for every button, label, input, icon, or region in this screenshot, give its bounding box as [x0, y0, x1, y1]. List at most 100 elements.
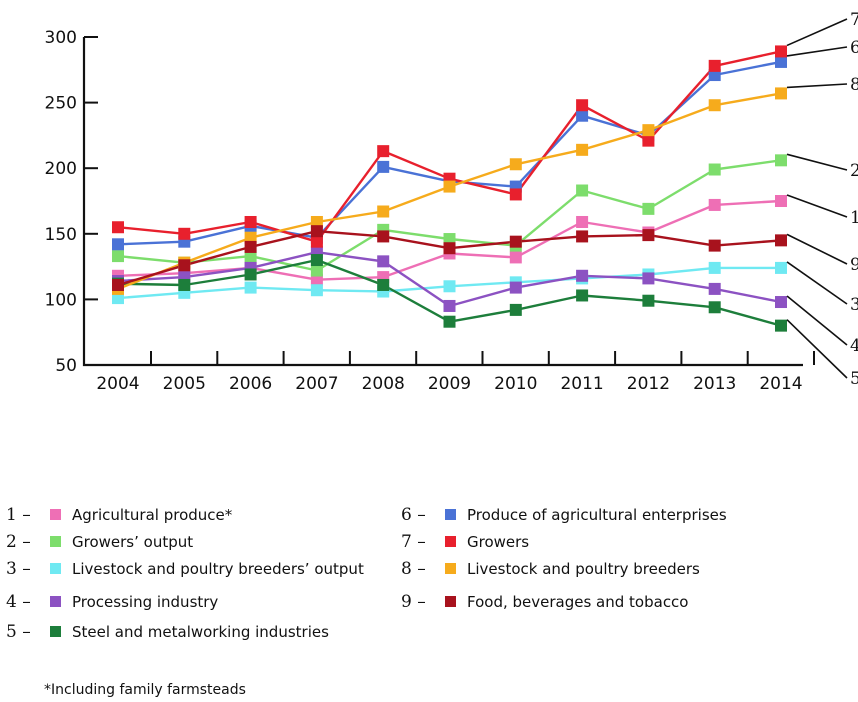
- data-point-series-4: [443, 299, 456, 312]
- data-point-series-2: [310, 264, 323, 277]
- data-point-series-8: [244, 231, 257, 244]
- data-point-series-2: [443, 233, 456, 246]
- data-point-series-3: [708, 261, 721, 274]
- leader-line: [786, 83, 848, 89]
- data-point-series-9: [178, 259, 191, 272]
- data-point-series-7: [244, 215, 257, 228]
- chart-axes: 50 100 150 200 250 300 2004 2005 2006 2007 2008 200…: [45, 28, 815, 394]
- legend-number: 1 –: [6, 505, 31, 525]
- legend-label: Livestock and poultry breeders: [467, 560, 700, 578]
- x-tick-label: 2008: [362, 374, 405, 394]
- legend-number: 2 –: [6, 532, 31, 552]
- legend-label: Produce of agricultural enterprises: [467, 506, 727, 524]
- line-end-label: 7: [850, 10, 858, 30]
- leader-line: [786, 261, 848, 305]
- legend-item-3: 3 – Livestock and poultry breeders’ outpu…: [6, 559, 364, 579]
- data-point-series-9: [642, 229, 655, 242]
- line-end-label: 3: [850, 295, 858, 315]
- data-point-series-2: [244, 250, 257, 263]
- legend-number: 8 –: [401, 559, 426, 579]
- data-point-series-8: [775, 87, 787, 100]
- data-point-series-8: [443, 180, 456, 193]
- legend-swatch: [445, 509, 456, 520]
- line-end-label: 5: [850, 369, 858, 389]
- data-point-series-7: [310, 235, 323, 248]
- leader-line: [786, 233, 848, 265]
- data-point-series-2: [775, 154, 787, 167]
- legend-label: Processing industry: [72, 593, 218, 611]
- y-tick-label: 300: [45, 28, 77, 48]
- data-point-series-4: [708, 282, 721, 295]
- data-point-series-9: [443, 242, 456, 255]
- data-point-series-5: [775, 319, 787, 332]
- legend: 1 – Agricultural produce* 2 – Growers’ outp…: [6, 505, 727, 642]
- legend-label: Food, beverages and tobacco: [467, 593, 688, 611]
- leader-line: [786, 18, 848, 47]
- x-tick-label: 2014: [759, 374, 802, 394]
- data-point-series-7: [112, 221, 124, 234]
- legend-swatch: [50, 596, 61, 607]
- data-point-series-3: [244, 281, 257, 294]
- line-end-label: 1: [850, 208, 858, 228]
- y-tick-label: 150: [45, 225, 77, 245]
- y-tick-label: 250: [45, 94, 77, 114]
- legend-swatch: [50, 563, 61, 574]
- leader-line: [786, 319, 848, 379]
- x-tick-label: 2005: [163, 374, 206, 394]
- y-tick-label: 100: [45, 290, 77, 310]
- data-point-series-3: [112, 292, 124, 305]
- data-point-series-4: [509, 281, 522, 294]
- legend-label: Livestock and poultry breeders’ output: [72, 560, 364, 578]
- data-point-series-9: [509, 235, 522, 248]
- data-point-series-2: [708, 163, 721, 176]
- data-point-series-3: [310, 284, 323, 297]
- data-point-series-7: [708, 59, 721, 72]
- data-point-series-9: [775, 234, 787, 247]
- data-point-series-5: [576, 289, 589, 302]
- x-tick-label: 2013: [693, 374, 736, 394]
- legend-label: Agricultural produce*: [72, 506, 233, 524]
- y-tick-label: 200: [45, 159, 77, 179]
- legend-swatch: [445, 563, 456, 574]
- data-point-series-8: [642, 124, 655, 137]
- legend-item-4: 4 – Processing industry: [6, 592, 218, 612]
- data-point-series-8: [576, 143, 589, 156]
- legend-swatch: [445, 536, 456, 547]
- legend-number: 7 –: [401, 532, 426, 552]
- legend-item-2: 2 – Growers’ output: [6, 532, 193, 552]
- leader-line: [786, 153, 848, 171]
- data-point-series-5: [178, 278, 191, 291]
- legend-swatch: [50, 509, 61, 520]
- data-point-series-2: [112, 250, 124, 263]
- data-point-series-7: [642, 134, 655, 147]
- data-point-series-8: [708, 99, 721, 112]
- x-tick-label: 2012: [627, 374, 670, 394]
- data-point-series-4: [642, 272, 655, 285]
- series-line-6: [117, 60, 782, 246]
- leader-line: [786, 46, 848, 57]
- legend-number: 9 –: [401, 592, 426, 612]
- data-point-series-7: [377, 145, 390, 158]
- legend-item-1: 1 – Agricultural produce*: [6, 505, 233, 525]
- footnote: *Including family farmsteads: [44, 682, 246, 698]
- x-tick-label: 2011: [560, 374, 603, 394]
- data-point-series-6: [708, 69, 721, 82]
- data-point-series-1: [509, 251, 522, 264]
- legend-number: 3 –: [6, 559, 31, 579]
- legend-label: Growers: [467, 533, 529, 551]
- data-point-series-8: [377, 205, 390, 218]
- data-point-series-5: [708, 301, 721, 314]
- data-point-series-1: [775, 195, 787, 207]
- legend-swatch: [50, 626, 61, 637]
- x-tick-label: 2007: [295, 374, 338, 394]
- data-point-series-5: [377, 278, 390, 291]
- legend-item-8: 8 – Livestock and poultry breeders: [401, 559, 700, 579]
- data-point-series-1: [576, 215, 589, 228]
- data-point-series-5: [443, 315, 456, 328]
- data-point-series-3: [775, 261, 787, 274]
- data-point-series-8: [509, 158, 522, 171]
- legend-item-7: 7 – Growers: [401, 532, 529, 552]
- data-point-series-7: [775, 45, 787, 58]
- data-point-series-2: [642, 202, 655, 215]
- legend-swatch: [50, 536, 61, 547]
